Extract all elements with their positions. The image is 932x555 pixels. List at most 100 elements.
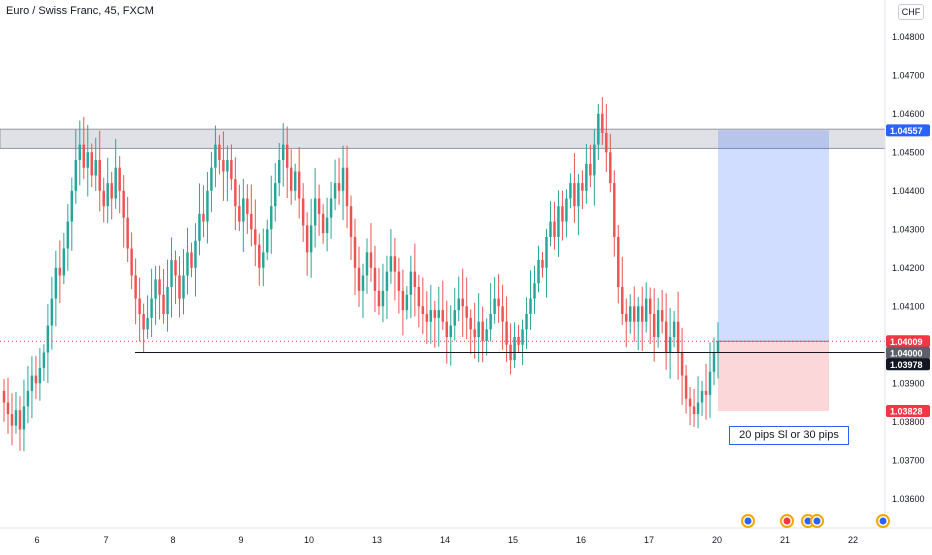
candle[interactable]	[429, 284, 433, 344]
candle[interactable]	[469, 309, 472, 355]
candle[interactable]	[118, 155, 121, 214]
candle[interactable]	[573, 153, 576, 223]
candle[interactable]	[537, 245, 540, 293]
candle[interactable]	[198, 183, 201, 256]
event-icon[interactable]	[810, 514, 824, 528]
candle[interactable]	[234, 157, 237, 231]
candle[interactable]	[274, 163, 277, 222]
candle[interactable]	[652, 288, 656, 362]
candle[interactable]	[94, 137, 97, 192]
candle[interactable]	[361, 263, 365, 318]
candle[interactable]	[62, 232, 66, 285]
candle[interactable]	[497, 273, 500, 323]
candle[interactable]	[632, 286, 636, 342]
candle[interactable]	[206, 171, 209, 244]
candle[interactable]	[42, 344, 46, 382]
candle[interactable]	[684, 364, 688, 414]
candle[interactable]	[182, 249, 185, 315]
candle[interactable]	[170, 237, 173, 318]
candle[interactable]	[377, 267, 381, 315]
candle[interactable]	[525, 297, 528, 350]
candle[interactable]	[26, 365, 30, 424]
candle[interactable]	[509, 323, 512, 375]
candle[interactable]	[38, 348, 42, 401]
candle[interactable]	[680, 327, 684, 405]
candle[interactable]	[178, 256, 181, 318]
candle[interactable]	[712, 337, 716, 386]
candle[interactable]	[270, 175, 273, 254]
candle[interactable]	[134, 258, 137, 325]
candle[interactable]	[262, 228, 265, 287]
candle[interactable]	[333, 159, 337, 211]
candle[interactable]	[246, 184, 249, 234]
candle[interactable]	[250, 184, 253, 247]
candle[interactable]	[285, 126, 289, 199]
candle[interactable]	[66, 204, 70, 271]
candle[interactable]	[696, 376, 700, 429]
candle[interactable]	[417, 274, 421, 328]
candle[interactable]	[98, 130, 101, 212]
candle[interactable]	[210, 151, 213, 213]
event-icon[interactable]	[876, 514, 890, 528]
candle[interactable]	[138, 277, 141, 342]
candle[interactable]	[648, 287, 652, 345]
candle[interactable]	[50, 276, 54, 350]
candle[interactable]	[565, 189, 568, 238]
target-zone[interactable]	[718, 130, 829, 342]
candle[interactable]	[130, 232, 133, 290]
candle[interactable]	[385, 255, 389, 319]
candle[interactable]	[122, 175, 125, 248]
candle[interactable]	[692, 389, 696, 427]
candle[interactable]	[293, 163, 297, 201]
candle[interactable]	[505, 296, 508, 362]
candle[interactable]	[425, 291, 429, 344]
candle[interactable]	[589, 144, 592, 188]
candle[interactable]	[401, 269, 405, 336]
candle[interactable]	[700, 380, 704, 416]
candle[interactable]	[150, 268, 153, 338]
candle[interactable]	[158, 265, 161, 320]
candle[interactable]	[202, 185, 205, 238]
candle[interactable]	[106, 157, 109, 224]
candle[interactable]	[577, 173, 580, 236]
candle[interactable]	[126, 197, 129, 262]
candle[interactable]	[349, 195, 353, 260]
candle[interactable]	[2, 379, 6, 422]
candle[interactable]	[501, 284, 504, 350]
candle[interactable]	[409, 255, 413, 319]
candle[interactable]	[289, 149, 293, 205]
candle[interactable]	[441, 280, 445, 331]
candle[interactable]	[86, 124, 90, 197]
candle[interactable]	[10, 393, 14, 446]
candle[interactable]	[393, 237, 397, 301]
candle[interactable]	[676, 291, 680, 380]
candle[interactable]	[473, 302, 476, 359]
candle[interactable]	[373, 245, 377, 313]
candle[interactable]	[656, 298, 660, 348]
candle[interactable]	[317, 184, 321, 236]
candle[interactable]	[517, 324, 520, 353]
candle[interactable]	[22, 379, 26, 452]
candle[interactable]	[593, 129, 596, 206]
candle[interactable]	[369, 223, 373, 282]
candle[interactable]	[357, 246, 361, 307]
candle[interactable]	[613, 170, 616, 257]
candle[interactable]	[465, 277, 468, 340]
candle[interactable]	[605, 104, 608, 173]
candle[interactable]	[561, 190, 564, 241]
candle[interactable]	[30, 356, 34, 419]
candle[interactable]	[549, 201, 552, 247]
candle[interactable]	[190, 242, 193, 278]
candle[interactable]	[640, 286, 644, 351]
candle[interactable]	[277, 143, 281, 197]
candle[interactable]	[485, 318, 488, 356]
candle[interactable]	[437, 286, 441, 347]
candle[interactable]	[533, 265, 536, 315]
candle[interactable]	[433, 300, 437, 348]
candle[interactable]	[609, 133, 612, 193]
candle[interactable]	[345, 145, 349, 229]
candle[interactable]	[449, 305, 452, 366]
candle[interactable]	[154, 265, 157, 325]
